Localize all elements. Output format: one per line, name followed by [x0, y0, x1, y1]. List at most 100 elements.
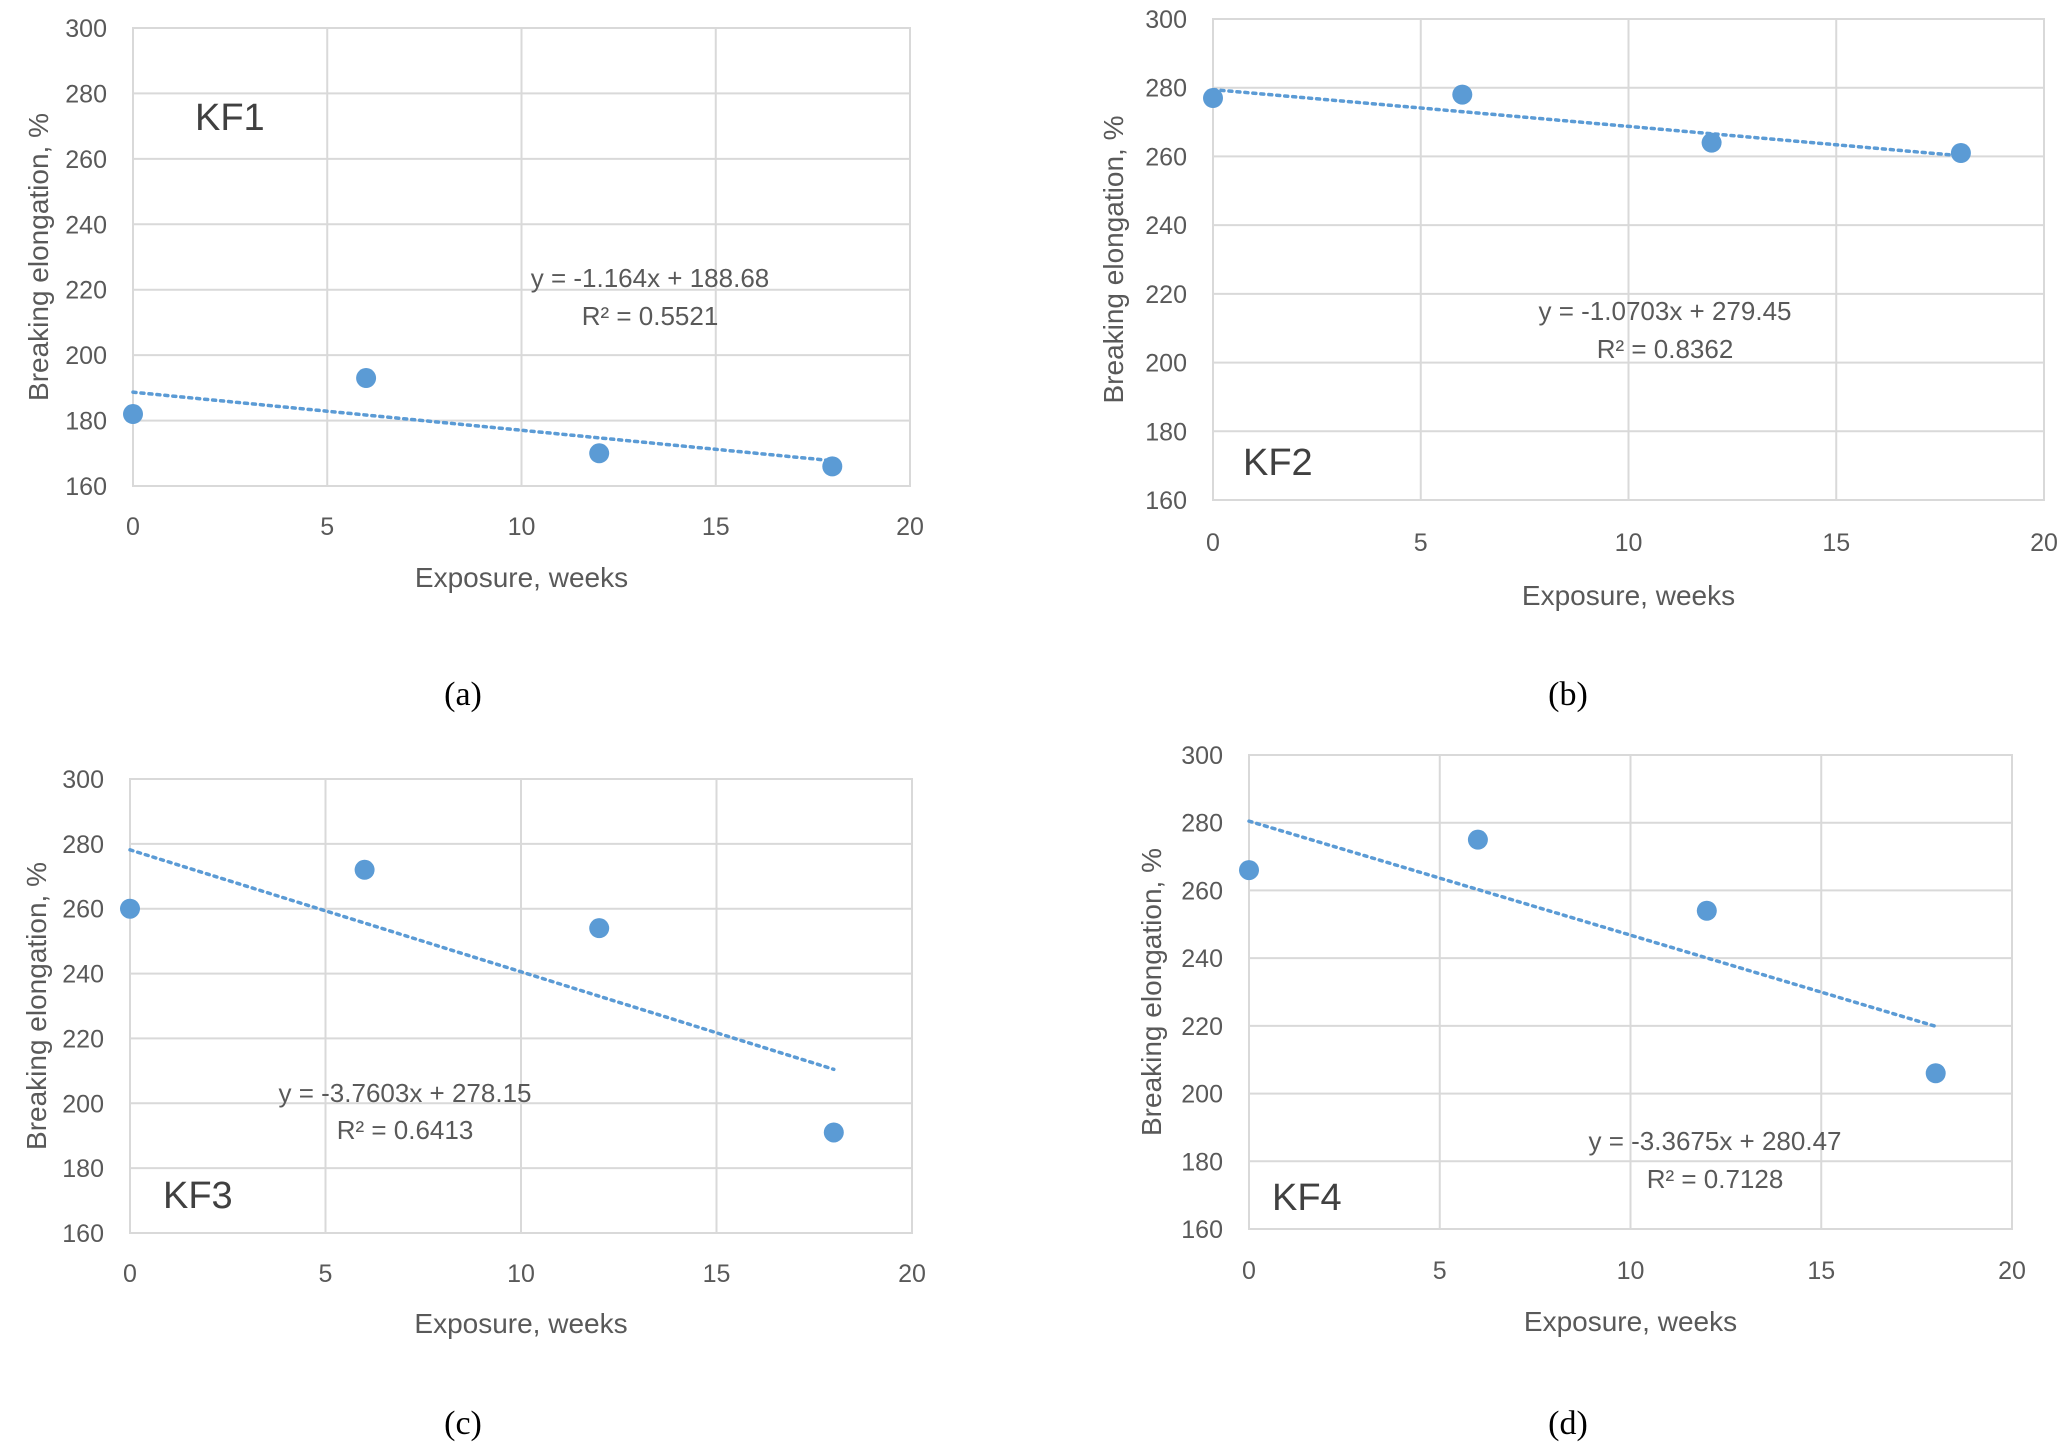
x-tick-label: 20 [896, 513, 924, 541]
data-point [1696, 900, 1717, 921]
y-tick-label: 160 [1145, 487, 1187, 515]
x-tick-label: 10 [508, 513, 536, 541]
x-tick-label: 5 [1414, 529, 1428, 557]
x-tick-label: 5 [1433, 1257, 1447, 1285]
chart-panel-3: 160 180 200 220 240 260 280 300 0 5 10 15 20 Exposure… [21, 766, 926, 1442]
data-point [1467, 829, 1488, 850]
trendline-equation: y = -3.7603x + 278.15 [279, 1078, 532, 1108]
y-tick-label: 180 [1145, 418, 1187, 446]
y-tick-label: 300 [1181, 742, 1223, 770]
y-tick-label: 280 [65, 80, 107, 108]
data-point [1925, 1063, 1946, 1084]
y-tick-label: 280 [62, 831, 104, 859]
x-axis-label: Exposure, weeks [415, 562, 628, 593]
y-tick-label: 200 [62, 1090, 104, 1118]
y-tick-label: 180 [65, 408, 107, 436]
x-tick-label: 15 [1807, 1257, 1835, 1285]
x-tick-label: 10 [1617, 1257, 1645, 1285]
trendline-equation: y = -1.0703x + 279.45 [1539, 296, 1792, 326]
x-tick-label: 20 [1998, 1257, 2026, 1285]
y-tick-label: 180 [1181, 1148, 1223, 1176]
y-tick-label: 220 [65, 277, 107, 305]
y-tick-label: 280 [1181, 810, 1223, 838]
y-tick-label: 160 [62, 1220, 104, 1248]
plot-area [129, 778, 913, 1234]
panel-label: KF1 [195, 97, 265, 139]
y-tick-label: 200 [65, 342, 107, 370]
data-point [120, 898, 140, 919]
y-tick-label: 260 [1145, 143, 1187, 171]
y-tick-label: 240 [65, 211, 107, 239]
y-tick-label: 220 [1181, 1013, 1223, 1041]
y-tick-label: 240 [1181, 945, 1223, 973]
x-tick-label: 10 [507, 1260, 535, 1288]
y-tick-label: 300 [62, 766, 104, 794]
x-tick-label: 10 [1615, 529, 1643, 557]
trendline [128, 848, 836, 1072]
y-tick-label: 200 [1145, 350, 1187, 378]
r-squared-label: R² = 0.8362 [1597, 334, 1734, 364]
panel-caption: (c) [444, 1405, 482, 1442]
y-axis-label: Breaking elongation, % [21, 862, 52, 1150]
data-point [123, 404, 143, 425]
x-tick-label: 0 [1206, 529, 1220, 557]
y-tick-label: 260 [62, 896, 104, 924]
y-axis-label: Breaking elongation, % [23, 113, 54, 401]
chart-panel-1: 160 180 200 220 240 260 280 300 0 5 10 15 20 Exposure… [23, 15, 924, 713]
y-tick-label: 260 [65, 146, 107, 174]
y-tick-label: 180 [62, 1155, 104, 1183]
data-point [356, 368, 377, 389]
x-tick-label: 0 [1242, 1257, 1256, 1285]
y-tick-label: 220 [62, 1025, 104, 1053]
data-point [354, 859, 375, 880]
panel-caption: (b) [1548, 676, 1588, 713]
trendline [1247, 819, 1938, 1029]
x-tick-label: 5 [320, 513, 334, 541]
x-tick-label: 20 [2030, 529, 2058, 557]
panel-caption: (a) [444, 676, 482, 713]
data-point [1203, 88, 1223, 109]
x-tick-label: 20 [898, 1260, 926, 1288]
trendline [1211, 87, 1963, 158]
chart-panel-2: 160 180 200 220 240 260 280 300 0 5 10 15 20 Exposure… [1098, 6, 2058, 713]
trendline-equation: y = -3.3675x + 280.47 [1589, 1126, 1842, 1156]
y-tick-label: 240 [1145, 212, 1187, 240]
data-point [589, 443, 610, 464]
x-axis-label: Exposure, weeks [1524, 1306, 1737, 1337]
data-point [823, 1122, 844, 1143]
y-tick-label: 160 [65, 473, 107, 501]
trendline [131, 390, 835, 463]
plot-area [1212, 18, 2045, 501]
y-tick-label: 240 [62, 961, 104, 989]
x-tick-label: 0 [123, 1260, 137, 1288]
y-tick-label: 220 [1145, 281, 1187, 309]
y-axis-label: Breaking elongation, % [1098, 116, 1129, 404]
data-point [589, 918, 610, 939]
x-tick-label: 5 [319, 1260, 333, 1288]
panel-caption: (d) [1548, 1405, 1588, 1442]
data-point [1239, 860, 1259, 881]
plot-area [1248, 754, 2013, 1230]
chart-panel-4: 160 180 200 220 240 260 280 300 0 5 10 15 20 Exposure… [1136, 742, 2026, 1442]
panel-label: KF2 [1243, 442, 1313, 484]
panel-label: KF3 [163, 1175, 233, 1217]
x-axis-label: Exposure, weeks [414, 1308, 627, 1339]
y-tick-label: 280 [1145, 75, 1187, 103]
panel-label: KF4 [1272, 1177, 1342, 1219]
y-tick-label: 260 [1181, 877, 1223, 905]
x-tick-label: 0 [126, 513, 140, 541]
data-point [822, 456, 843, 477]
x-tick-label: 15 [702, 513, 730, 541]
x-tick-label: 15 [1822, 529, 1850, 557]
y-tick-label: 300 [1145, 6, 1187, 34]
x-axis-label: Exposure, weeks [1522, 580, 1735, 611]
y-tick-label: 160 [1181, 1216, 1223, 1244]
r-squared-label: R² = 0.7128 [1647, 1164, 1784, 1194]
plot-area [132, 27, 911, 487]
r-squared-label: R² = 0.5521 [582, 301, 719, 331]
data-point [1701, 132, 1722, 153]
y-tick-label: 200 [1181, 1081, 1223, 1109]
trendline-equation: y = -1.164x + 188.68 [531, 263, 770, 293]
data-point [1452, 84, 1473, 105]
